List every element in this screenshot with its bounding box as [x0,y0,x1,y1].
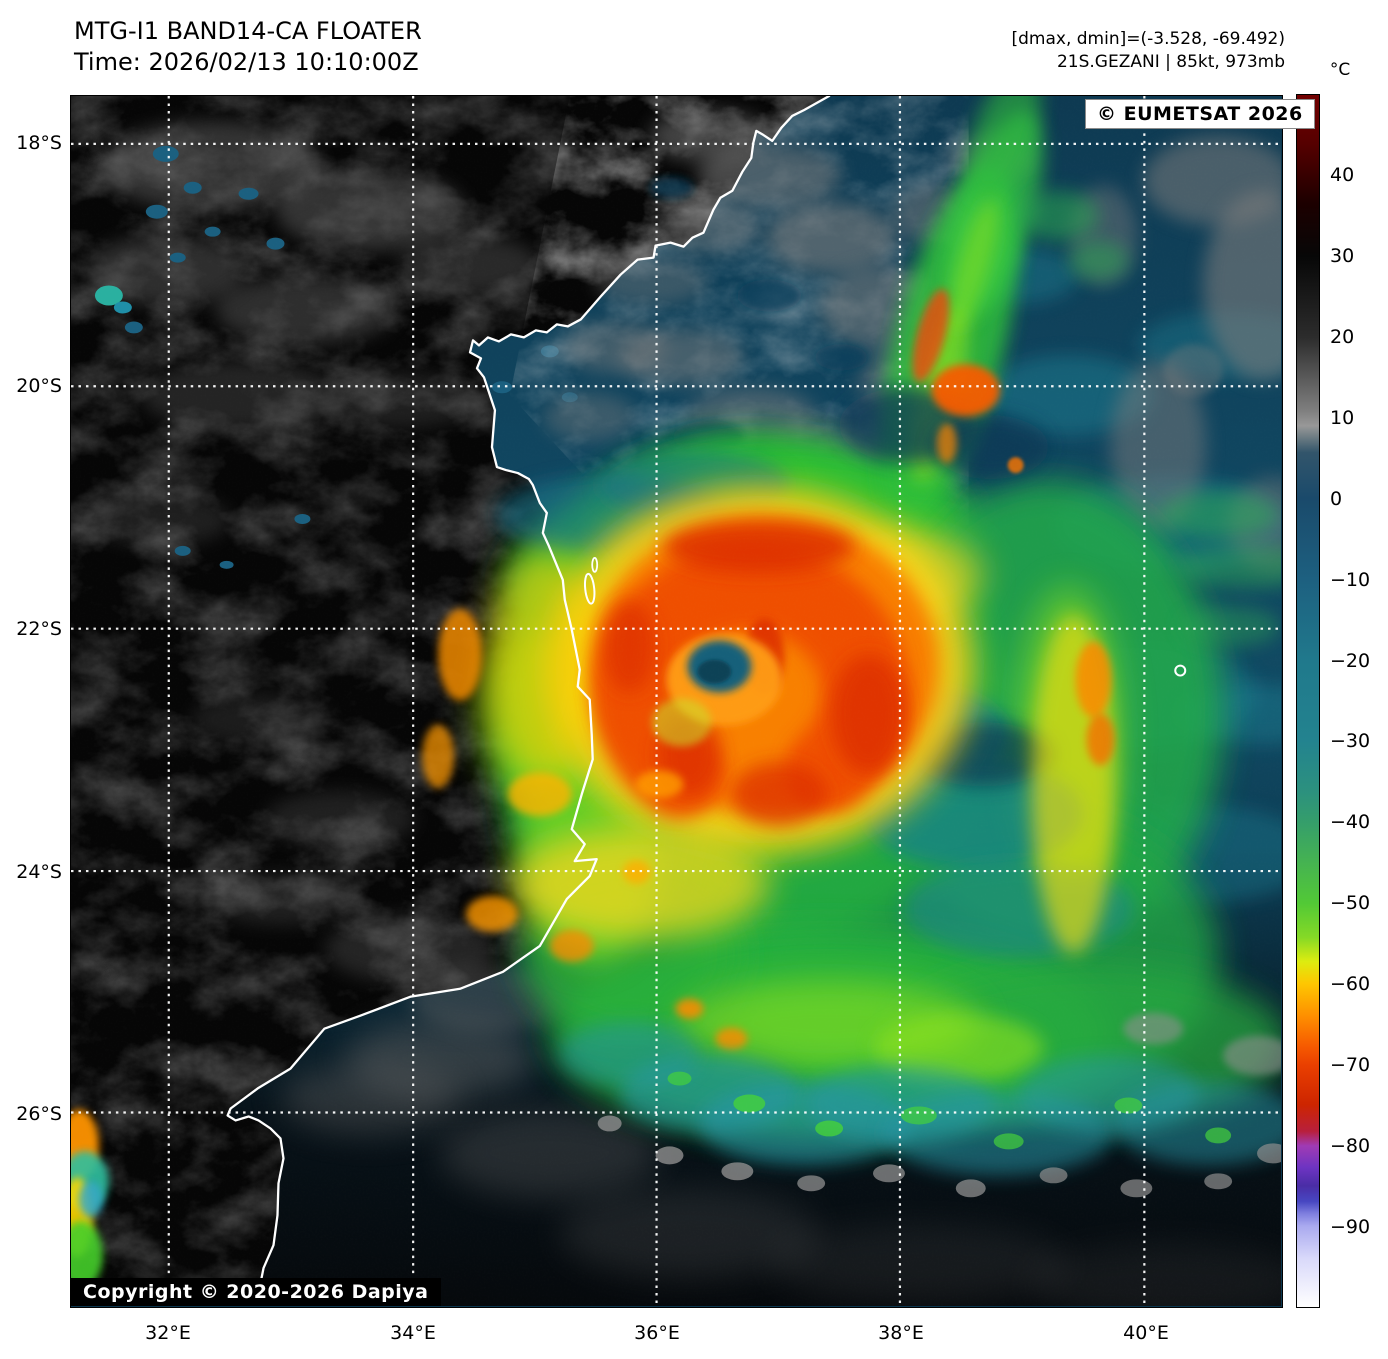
colorbar-tick-label: −30 [1330,730,1388,752]
colorbar-tick-label: 10 [1330,407,1388,429]
colorbar-tick-label: −50 [1330,892,1388,914]
lat-tick-label: 22°S [2,618,62,640]
colorbar-tick-label: −80 [1330,1135,1388,1157]
colorbar-tick-label: 40 [1330,164,1388,186]
lat-tick-label: 24°S [2,861,62,883]
colorbar-tick-label: 0 [1330,488,1388,510]
page-root: MTG-I1 BAND14-CA FLOATER Time: 2026/02/13… [0,0,1388,1359]
colorbar-tick-label: −70 [1330,1054,1388,1076]
copyright-badge: Copyright © 2020-2026 Dapiya [70,1278,441,1306]
colorbar-tick-label: −10 [1330,569,1388,591]
lat-tick-label: 26°S [2,1103,62,1125]
colorbar [1296,94,1320,1308]
colorbar-tick-label: −60 [1330,973,1388,995]
storm-status-readout: 21S.GEZANI | 85kt, 973mb [1057,52,1285,72]
header-title-block: MTG-I1 BAND14-CA FLOATER Time: 2026/02/13… [74,16,422,77]
page-title: MTG-I1 BAND14-CA FLOATER [74,17,422,45]
satellite-imagery [71,96,1281,1306]
lon-tick-label: 32°E [128,1322,208,1344]
image-grain [71,96,1281,1306]
satellite-map [70,95,1283,1308]
lat-tick-label: 20°S [2,375,62,397]
timestamp: Time: 2026/02/13 10:10:00Z [74,48,419,76]
colorbar-tick-label: 20 [1330,326,1388,348]
lon-tick-label: 38°E [861,1322,941,1344]
eumetsat-badge: © EUMETSAT 2026 [1085,99,1315,129]
header-info-block: [dmax, dmin]=(-3.528, -69.492) 21S.GEZANI… [1012,28,1286,74]
lon-tick-label: 36°E [617,1322,697,1344]
lon-tick-label: 34°E [373,1322,453,1344]
dmax-dmin-readout: [dmax, dmin]=(-3.528, -69.492) [1012,29,1286,49]
lon-tick-label: 40°E [1106,1322,1186,1344]
colorbar-unit-label: °C [1318,60,1362,80]
colorbar-tick-label: 30 [1330,245,1388,267]
lat-tick-label: 18°S [2,132,62,154]
colorbar-tick-label: −20 [1330,650,1388,672]
colorbar-tick-label: −90 [1330,1216,1388,1238]
colorbar-tick-label: −40 [1330,811,1388,833]
